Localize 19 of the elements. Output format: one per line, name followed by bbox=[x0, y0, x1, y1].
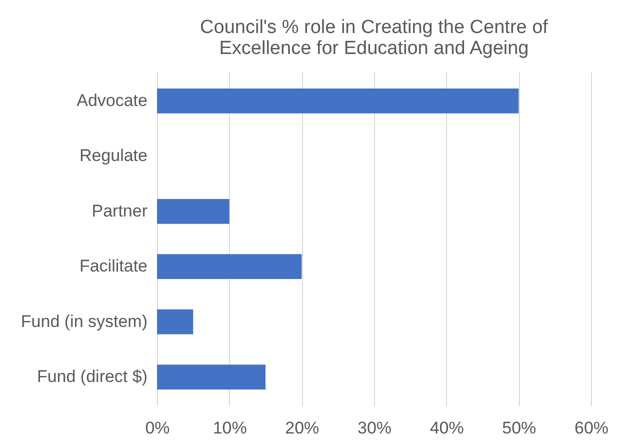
bar bbox=[157, 364, 266, 390]
x-tick-label: 0% bbox=[145, 418, 170, 438]
y-tick-label: Advocate bbox=[76, 90, 148, 110]
y-tick-label: Facilitate bbox=[79, 256, 148, 276]
y-tick-label: Partner bbox=[92, 201, 148, 220]
bar bbox=[157, 88, 519, 114]
bar bbox=[157, 198, 230, 224]
bar bbox=[157, 309, 194, 334]
x-tick-label: 50% bbox=[502, 418, 536, 438]
x-tick-label: 40% bbox=[430, 418, 464, 438]
y-tick-label: Fund (in system) bbox=[20, 312, 148, 331]
y-tick-label: Regulate bbox=[79, 146, 148, 166]
x-tick-label: 20% bbox=[285, 418, 320, 438]
x-tick-label: 10% bbox=[212, 418, 247, 438]
bar bbox=[157, 254, 302, 280]
chart-title: Council's % role in Creating the Centre of Excellence for Education and Ageing bbox=[200, 17, 549, 59]
x-tick-label: 30% bbox=[357, 418, 392, 438]
y-tick-label: Fund (direct $) bbox=[36, 367, 148, 386]
x-tick-label: 60% bbox=[574, 418, 609, 438]
